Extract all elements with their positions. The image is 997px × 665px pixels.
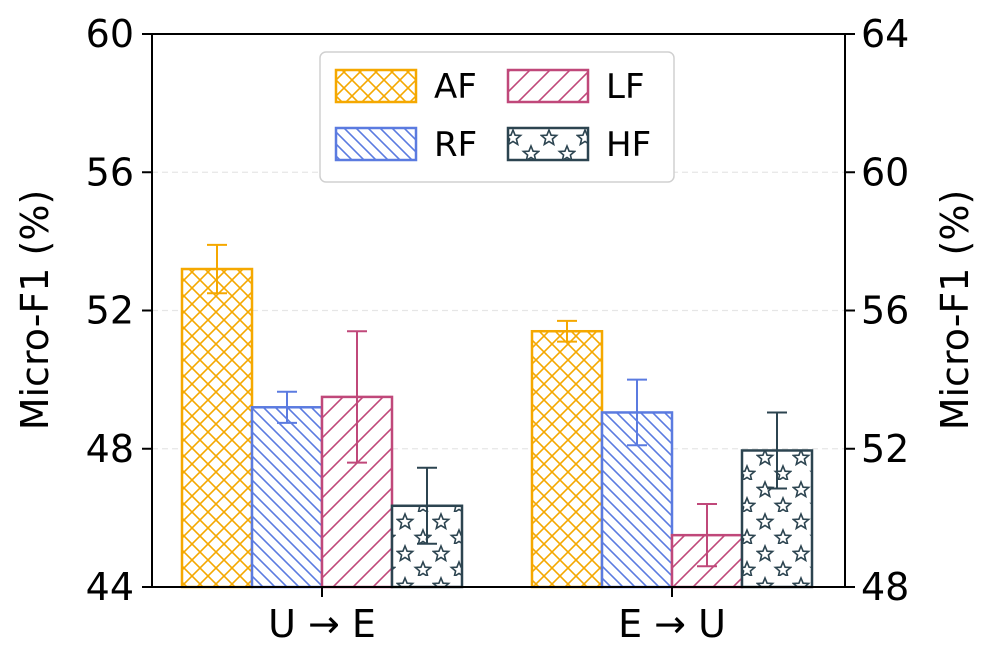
error-bars	[207, 243, 787, 568]
y-tick-label-left: 44	[86, 565, 134, 609]
y-tick-label-right: 48	[861, 565, 909, 609]
x-axis: U → E E → U	[268, 587, 726, 646]
y-axis-title-right: Micro-F1 (%)	[933, 190, 977, 431]
bar-af	[180, 267, 254, 589]
y-tick-label-right: 52	[861, 427, 909, 471]
y-tick-label-left: 52	[86, 289, 134, 333]
y-tick-label-right: 56	[861, 289, 909, 333]
legend-swatch-lf	[506, 68, 590, 104]
legend-swatch-af	[334, 68, 418, 104]
legend-label-rf: RF	[434, 125, 477, 165]
legend-swatch-rf	[334, 126, 418, 162]
y-tick-label-left: 48	[86, 427, 134, 471]
y-axis-title-left: Micro-F1 (%)	[13, 190, 57, 431]
y-tick-label-left: 56	[86, 150, 134, 194]
legend-label-af: AF	[434, 67, 477, 107]
legend-label-hf: HF	[606, 125, 651, 165]
legend: AF RF LF HF	[319, 51, 675, 183]
y-tick-label-right: 64	[861, 12, 909, 56]
y-tick-label-left: 60	[86, 12, 134, 56]
y-axis-left: 44 48 52 56 60	[86, 12, 152, 609]
x-tick-label: U → E	[268, 602, 376, 646]
legend-swatch-hf	[506, 126, 590, 162]
bars	[180, 267, 814, 589]
legend-label-lf: LF	[606, 67, 645, 107]
bar-rf	[250, 406, 324, 589]
y-axis-right: 48 52 56 60 64	[845, 12, 909, 609]
x-tick-label: E → U	[618, 602, 726, 646]
bar-af	[530, 329, 604, 589]
y-tick-label-right: 60	[861, 150, 909, 194]
